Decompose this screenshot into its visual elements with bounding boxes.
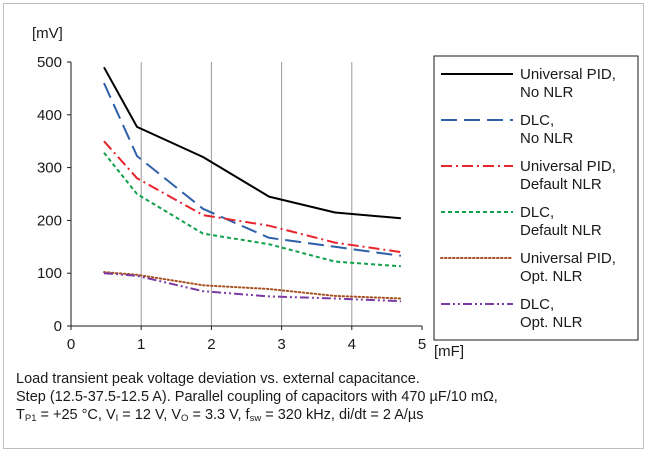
series-line-4 xyxy=(103,152,401,268)
x-tick-label: 4 xyxy=(348,336,356,353)
legend-box xyxy=(433,55,639,341)
grid-layer xyxy=(140,62,353,326)
legend-label-3: Universal PID, xyxy=(520,158,616,175)
series-line-6 xyxy=(103,272,401,303)
y-tick-label: 400 xyxy=(37,107,62,124)
caption-line-1: Load transient peak voltage deviation vs… xyxy=(16,371,420,387)
legend-label-2: No NLR xyxy=(520,130,574,147)
legend-label-2: DLC, xyxy=(520,112,554,129)
x-tick-label: 5 xyxy=(418,336,426,353)
legend-label-6: DLC, xyxy=(520,296,554,313)
y-tick-label: 300 xyxy=(37,160,62,177)
caption-subscript: O xyxy=(181,413,189,424)
series-line-5 xyxy=(103,271,402,300)
legend-label-1: Universal PID, xyxy=(520,66,616,83)
y-axis-label: [mV] xyxy=(32,25,63,42)
x-tick-label: 1 xyxy=(137,336,145,353)
legend-label-4: DLC, xyxy=(520,204,554,221)
caption-subscript: sw xyxy=(249,413,262,424)
legend-label-6: Opt. NLR xyxy=(520,314,583,331)
series-line-2 xyxy=(103,82,402,257)
legend-label-3: Default NLR xyxy=(520,176,602,193)
x-tick-label: 2 xyxy=(207,336,215,353)
y-tick-label: 100 xyxy=(37,265,62,282)
x-axis-label: [mF] xyxy=(434,343,464,360)
y-tick-label: 500 xyxy=(37,54,62,71)
axes-layer: 0 100 200 300 400 500 0 1 2 3 4 5 [mV] [mF] xyxy=(32,25,464,360)
legend-label-4: Default NLR xyxy=(520,222,602,239)
chart-svg: 0 100 200 300 400 500 0 1 2 3 4 5 [mV] [mF] Universal… xyxy=(32,25,639,360)
caption-line-2: Step (12.5-37.5-12.5 A). Parallel coupli… xyxy=(16,389,498,405)
x-tick-label: 0 xyxy=(67,336,75,353)
y-tick-label: 0 xyxy=(54,318,62,335)
caption-line-3: TP1 = +25 °C, VI = 12 V, VO = 3.3 V, fsw… xyxy=(16,407,424,424)
caption-subscript: P1 xyxy=(24,413,37,424)
figure-frame: 0 100 200 300 400 500 0 1 2 3 4 5 [mV] [mF] Universal… xyxy=(3,3,644,449)
y-tick-label: 200 xyxy=(37,212,62,229)
legend-label-1: No NLR xyxy=(520,84,574,101)
legend-label-5: Opt. NLR xyxy=(520,268,583,285)
legend-label-5: Universal PID, xyxy=(520,250,616,267)
caption-subscript: I xyxy=(115,413,119,424)
series-line-1 xyxy=(103,66,401,220)
series-line-3 xyxy=(103,140,402,254)
x-tick-label: 3 xyxy=(277,336,285,353)
series-layer xyxy=(103,66,402,303)
